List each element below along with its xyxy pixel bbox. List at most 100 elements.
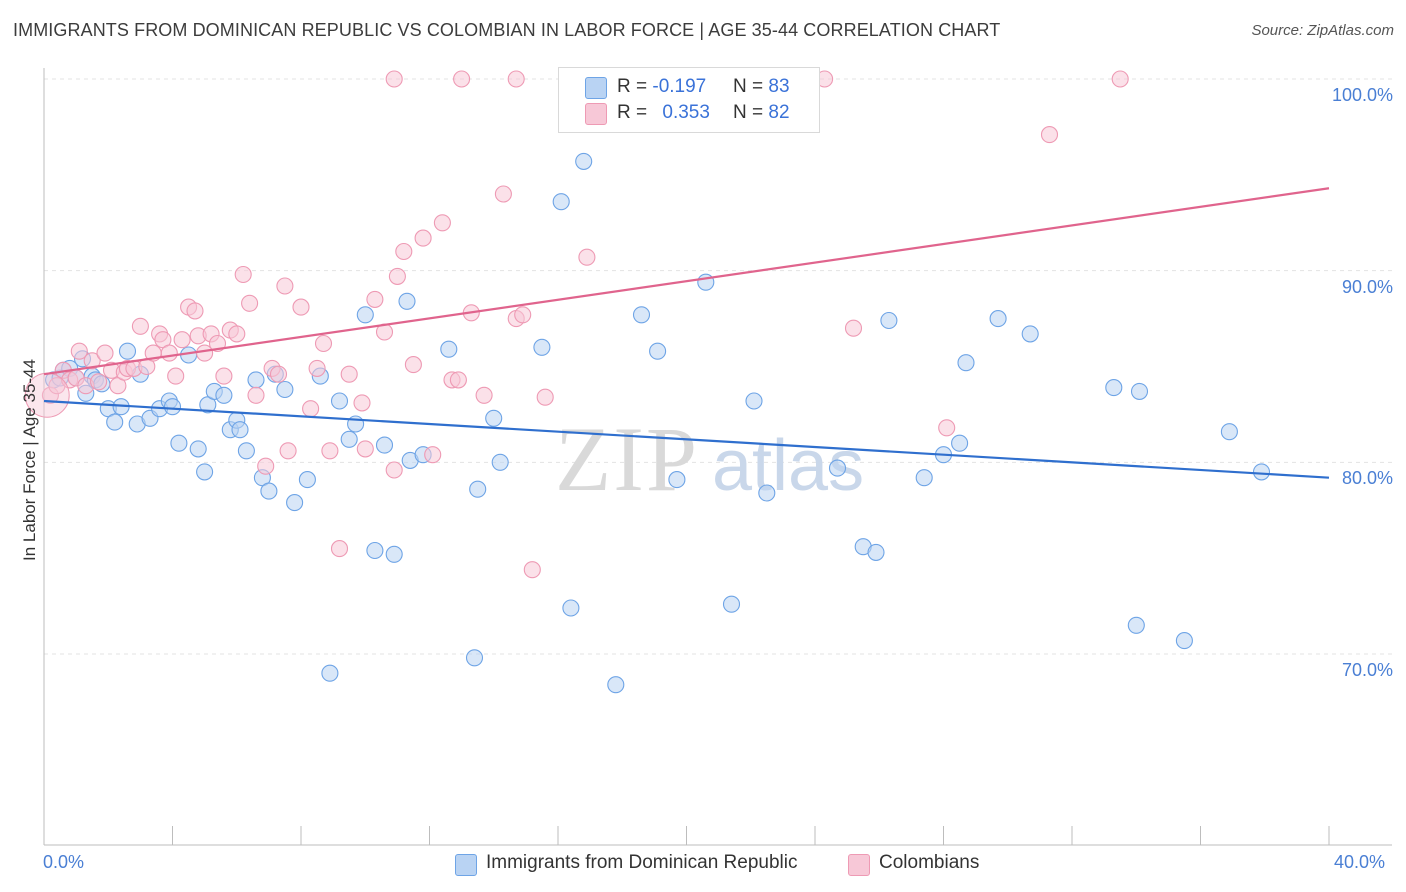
legend-swatch-dominican [585, 77, 607, 99]
point-dominican [722, 595, 741, 613]
y-axis-label: In Labor Force | Age 35-44 [20, 359, 39, 561]
legend-r-value: 0.353 [662, 102, 710, 123]
point-colombian [228, 325, 246, 343]
point-colombian [353, 394, 371, 412]
watermark-zip: ZIP [555, 408, 699, 510]
point-colombian [1111, 70, 1129, 88]
point-colombian [276, 277, 294, 295]
source-label: Source: ZipAtlas.com [1251, 22, 1394, 39]
point-dominican [330, 392, 349, 410]
point-dominican [1220, 423, 1238, 441]
watermark: ZIP atlas [555, 408, 864, 510]
point-colombian [330, 540, 349, 558]
point-dominican [649, 342, 667, 360]
point-colombian [186, 302, 204, 320]
point-colombian [356, 440, 374, 458]
point-colombian [844, 319, 863, 337]
point-colombian [247, 386, 265, 404]
point-colombian [83, 352, 101, 370]
point-dominican [1021, 325, 1039, 343]
point-colombian [385, 461, 403, 479]
bottom-legend-swatch-colombian [848, 854, 870, 876]
y-tick-label: 80.0% [1341, 468, 1393, 489]
gridlines [44, 78, 1392, 655]
y-tick-label: 90.0% [1341, 276, 1393, 297]
point-colombian [424, 446, 442, 464]
point-colombian [388, 267, 406, 285]
data-points [24, 70, 1271, 694]
point-dominican [607, 676, 625, 694]
point-dominican [237, 442, 255, 460]
point-dominican [668, 471, 686, 489]
point-colombian [279, 442, 297, 460]
point-colombian [475, 386, 493, 404]
point-dominican [106, 413, 124, 431]
point-dominican [260, 482, 278, 500]
point-dominican [1105, 379, 1123, 397]
point-colombian [536, 388, 554, 406]
point-dominican [231, 421, 249, 439]
point-dominican [398, 292, 416, 310]
point-dominican [356, 306, 374, 324]
point-colombian [321, 442, 339, 460]
point-colombian [385, 70, 403, 88]
legend-r-label: R = [617, 76, 653, 97]
point-colombian [70, 342, 88, 360]
point-colombian [1040, 126, 1059, 144]
point-dominican [533, 338, 551, 356]
point-dominican [745, 392, 763, 410]
point-dominican [247, 371, 265, 389]
point-colombian [257, 457, 275, 475]
point-colombian [340, 365, 358, 383]
point-colombian [449, 371, 467, 389]
point-colombian [433, 214, 451, 232]
trend-line-dominican [43, 399, 1330, 479]
point-colombian [938, 419, 956, 437]
point-dominican [989, 310, 1007, 328]
point-dominican [915, 469, 933, 487]
trend-line-colombian [43, 187, 1330, 376]
bottom-legend-dominican: Immigrants from Dominican Republic [486, 852, 798, 873]
legend-row-colombian: R = 0.353 N = 82 [617, 102, 790, 124]
point-dominican [170, 434, 188, 452]
point-dominican [286, 494, 304, 512]
point-colombian [90, 373, 108, 391]
stats-legend: R = -0.197 N = 83 R = 0.353 N = 82 [558, 67, 820, 133]
legend-n-value: 82 [768, 102, 790, 123]
point-dominican [1252, 463, 1271, 481]
point-dominican [867, 543, 885, 561]
point-dominican [491, 453, 509, 471]
point-dominican [957, 354, 975, 372]
legend-r-label: R = [617, 102, 653, 123]
point-dominican [215, 386, 233, 404]
point-colombian [578, 248, 596, 266]
point-dominican [118, 342, 137, 360]
point-colombian [453, 70, 471, 88]
point-dominican [951, 434, 969, 452]
point-colombian [241, 294, 259, 312]
point-dominican [163, 398, 182, 416]
bottom-legend-colombian: Colombians [879, 852, 980, 873]
legend-swatch-colombian [585, 103, 607, 125]
point-dominican [276, 380, 294, 399]
point-dominican [465, 649, 484, 667]
point-dominican [575, 152, 593, 170]
point-colombian [507, 70, 525, 88]
point-dominican [758, 484, 776, 502]
point-dominican [385, 545, 403, 563]
point-colombian [514, 306, 532, 324]
point-dominican [298, 471, 316, 489]
point-colombian [395, 242, 413, 261]
x-tick-max: 40.0% [1334, 852, 1386, 872]
trend-lines [43, 187, 1330, 479]
point-dominican [828, 459, 847, 477]
point-colombian [523, 561, 541, 579]
point-colombian [234, 265, 252, 284]
legend-r-value: -0.197 [652, 76, 707, 97]
point-colombian [131, 317, 149, 335]
legend-n-label: N = [733, 102, 769, 123]
point-dominican [340, 430, 358, 448]
point-colombian [96, 344, 114, 362]
chart-title: IMMIGRANTS FROM DOMINICAN REPUBLIC VS CO… [13, 20, 1001, 40]
